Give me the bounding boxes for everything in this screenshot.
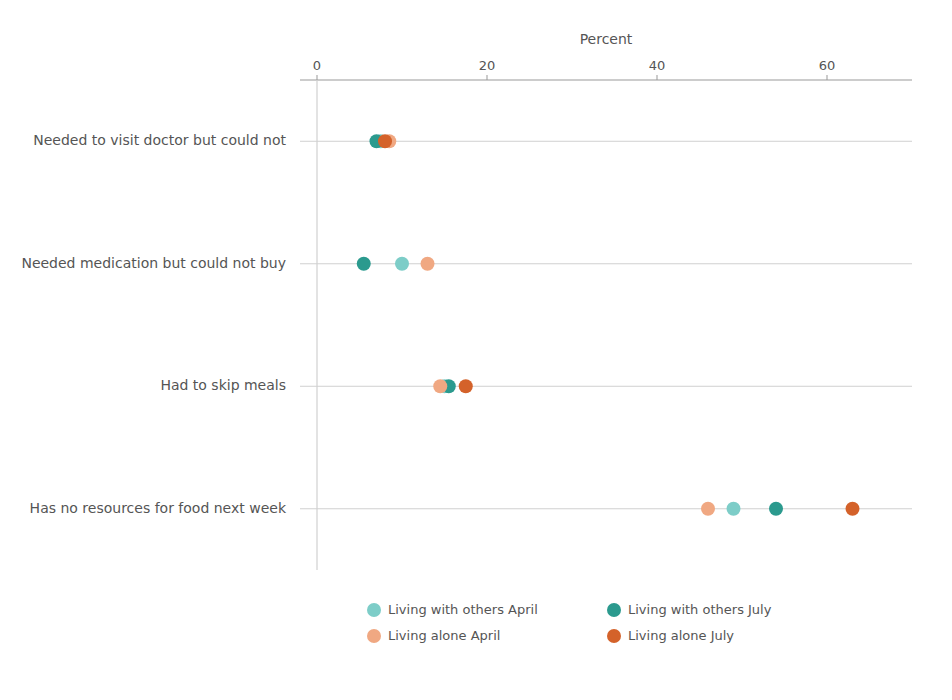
category-label: Needed to visit doctor but could not (33, 132, 286, 148)
legend-label: Living with others April (388, 602, 538, 617)
category-grid-line (300, 263, 912, 264)
x-tick (657, 75, 658, 80)
category-label: Has no resources for food next week (30, 500, 287, 516)
category-label: Had to skip meals (160, 377, 286, 393)
dot (357, 257, 371, 271)
legend-label: Living alone July (628, 628, 734, 643)
dot (846, 502, 860, 516)
legend-swatch (367, 629, 381, 643)
chart-svg: 0 20 40 60 Percent Needed to visit doctor but… (0, 0, 952, 700)
category-grid-line (300, 386, 912, 387)
x-tick-label: 60 (819, 58, 836, 73)
zero-line (316, 80, 317, 570)
dot (395, 257, 409, 271)
legend-label: Living alone April (388, 628, 500, 643)
category-label: Needed medication but could not buy (21, 255, 286, 271)
category-grid-line (300, 508, 912, 509)
dot (421, 257, 435, 271)
x-axis-label: Percent (580, 31, 633, 47)
legend-swatch (607, 629, 621, 643)
x-tick (317, 75, 318, 80)
x-tick-label: 40 (649, 58, 666, 73)
dot (701, 502, 715, 516)
dot (378, 134, 392, 148)
x-tick-label: 20 (479, 58, 496, 73)
legend-swatch (367, 603, 381, 617)
x-tick (487, 75, 488, 80)
dot (727, 502, 741, 516)
x-axis-line (300, 80, 912, 81)
dot (769, 502, 783, 516)
legend-label: Living with others July (628, 602, 772, 617)
x-tick (827, 75, 828, 80)
dot (433, 379, 447, 393)
points (357, 134, 860, 516)
chart-container: 0 20 40 60 Percent Needed to visit doctor but… (0, 0, 952, 700)
legend: Living with others April Living with othe… (367, 602, 772, 644)
dot (459, 379, 473, 393)
legend-swatch (607, 603, 621, 617)
x-tick-label: 0 (313, 58, 321, 73)
